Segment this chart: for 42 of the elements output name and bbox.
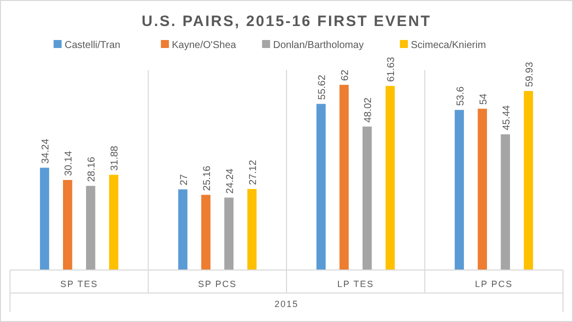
bar	[524, 91, 534, 270]
data-label: 25.16	[202, 165, 213, 191]
data-label: 24.24	[224, 168, 236, 194]
bar	[454, 110, 464, 270]
bar	[201, 194, 210, 270]
legend-label: Kayne/O'Shea	[172, 40, 237, 51]
legend-label: Donlan/Bartholomay	[273, 40, 364, 51]
bar	[339, 84, 349, 270]
bar	[316, 104, 326, 270]
bar	[500, 134, 510, 270]
x-tick-label: SP TES	[60, 279, 98, 289]
bar	[178, 189, 188, 270]
x-tick-label: SP PCS	[198, 279, 237, 289]
bar	[109, 174, 118, 270]
data-label: 55.62	[317, 74, 328, 100]
data-label: 59.93	[524, 62, 536, 87]
bar	[62, 180, 72, 270]
legend-label: Castelli/Tran	[64, 40, 120, 51]
bar	[386, 86, 395, 270]
data-label: 45.44	[501, 104, 512, 130]
data-label: 31.88	[110, 145, 121, 171]
data-label: 53.6	[455, 86, 466, 106]
bar	[224, 198, 234, 270]
data-label: 48.02	[363, 97, 374, 123]
bar	[40, 168, 50, 270]
data-label: 61.63	[386, 56, 398, 82]
data-label: 28.16	[86, 156, 98, 182]
chart-title: U.S. PAIRS, 2015-16 FIRST EVENT	[142, 13, 432, 30]
bar	[247, 188, 257, 270]
data-label: 62	[340, 69, 352, 81]
x-axis-title: 2015	[274, 299, 299, 309]
legend-label: Scimeca/Knierim	[410, 40, 486, 51]
x-tick-label: LP TES	[337, 279, 374, 289]
data-label: 54	[478, 93, 490, 105]
bar	[362, 126, 372, 270]
bar	[86, 186, 96, 270]
data-label: 27	[178, 174, 190, 186]
x-tick-label: LP PCS	[474, 279, 513, 289]
bar	[478, 108, 487, 270]
data-label: 34.24	[40, 138, 52, 164]
data-label: 27.12	[248, 160, 259, 185]
data-label: 30.14	[64, 150, 75, 176]
